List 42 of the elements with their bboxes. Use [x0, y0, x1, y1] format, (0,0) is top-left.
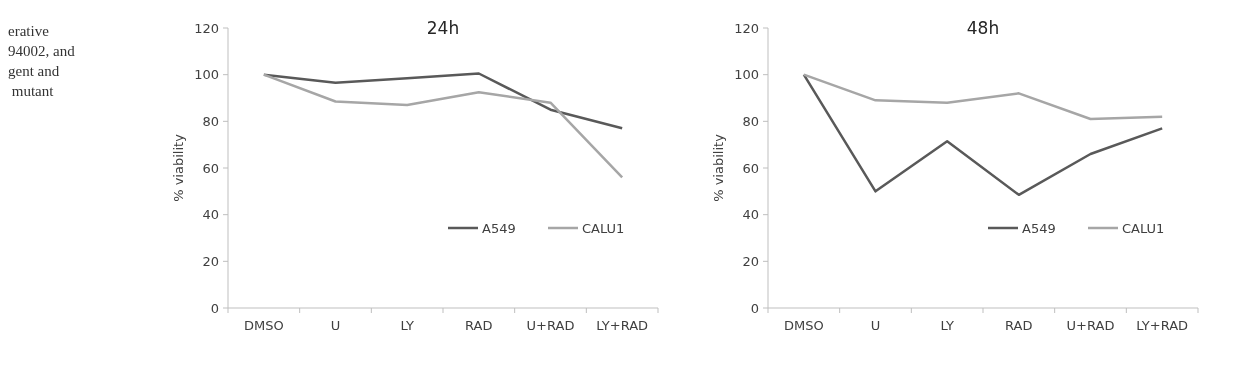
text: 94002, and [8, 43, 76, 59]
x-tick-label: RAD [1005, 318, 1033, 333]
legend-label: CALU1 [582, 220, 625, 236]
text: gent and [8, 63, 60, 79]
y-axis-title: % viability [171, 133, 186, 202]
y-tick-label: 20 [742, 253, 759, 269]
x-tick-label: U [870, 318, 881, 333]
x-tick-label: U+RAD [526, 318, 575, 333]
y-tick-label: 0 [210, 300, 219, 316]
chart-title: 24h [426, 18, 460, 38]
x-tick-label: DMSO [783, 318, 824, 333]
y-tick-label: 60 [742, 160, 759, 176]
y-tick-label: 20 [202, 253, 219, 269]
chart-title: 48h [966, 18, 1000, 38]
line-series [802, 73, 1164, 121]
legend-label: A549 [1022, 220, 1056, 236]
x-tick-label: LY [400, 318, 414, 333]
x-tick-label: LY+RAD [596, 318, 649, 333]
y-tick-label: 120 [734, 20, 759, 36]
y-tick-label: 80 [202, 113, 219, 129]
line-series [262, 73, 624, 179]
x-tick-label: U+RAD [1066, 318, 1115, 333]
y-tick-label: 60 [202, 160, 219, 176]
y-tick-label: 120 [194, 20, 219, 36]
text: erative [8, 23, 50, 39]
legend-label: CALU1 [1122, 220, 1165, 236]
y-tick-label: 80 [742, 113, 759, 129]
line-series [262, 72, 624, 130]
line-series [802, 73, 1164, 197]
x-tick-label: LY [940, 318, 954, 333]
x-tick-label: DMSO [243, 318, 284, 333]
legend-label: A549 [482, 220, 516, 236]
x-tick-label: RAD [465, 318, 493, 333]
y-tick-label: 0 [750, 300, 759, 316]
y-tick-label: 40 [742, 207, 759, 223]
x-tick-label: U [330, 318, 341, 333]
y-tick-label: 100 [194, 67, 219, 83]
text: mutant [8, 83, 55, 99]
y-axis-title: % viability [711, 133, 726, 202]
y-tick-label: 40 [202, 207, 219, 223]
x-tick-label: LY+RAD [1136, 318, 1189, 333]
y-tick-label: 100 [734, 67, 759, 83]
